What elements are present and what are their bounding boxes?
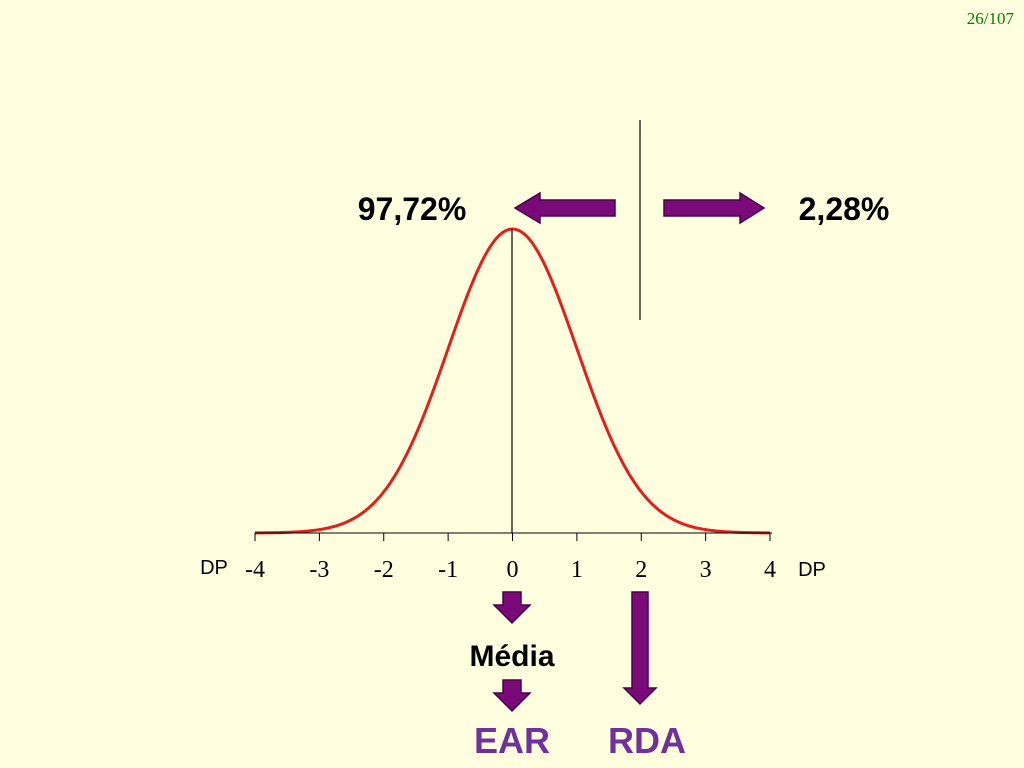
x-tick-label: -1 xyxy=(438,557,458,583)
x-tick-label: -2 xyxy=(374,557,394,583)
x-tick-label: -3 xyxy=(309,557,329,583)
right-percent-label: 2,28% xyxy=(799,191,890,227)
dp-right-label: DP xyxy=(798,559,826,581)
dp-left-label: DP xyxy=(200,557,228,579)
normal-distribution-chart: -4 -3 -2 -1 0 1 2 3 4 xyxy=(245,120,776,583)
x-tick-label: 4 xyxy=(764,557,776,583)
x-tick-label: -4 xyxy=(245,557,265,583)
down-arrow-rda-icon xyxy=(622,591,658,706)
left-percent-label: 97,72% xyxy=(358,191,467,227)
down-arrow-ear-icon xyxy=(492,679,532,713)
x-tick-label: 2 xyxy=(635,557,647,583)
rda-label: RDA xyxy=(608,720,686,761)
x-tick-label: 3 xyxy=(700,557,712,583)
x-axis-ticks: -4 -3 -2 -1 0 1 2 3 4 xyxy=(245,533,776,583)
left-arrow-icon xyxy=(513,191,616,225)
page-number: 26/107 xyxy=(967,9,1015,28)
x-tick-label: 1 xyxy=(571,557,583,583)
x-tick-label: 0 xyxy=(507,557,519,583)
media-label: Média xyxy=(469,640,554,673)
ear-label: EAR xyxy=(474,720,550,761)
right-arrow-icon xyxy=(663,191,766,225)
down-arrow-mean-icon xyxy=(492,591,532,625)
